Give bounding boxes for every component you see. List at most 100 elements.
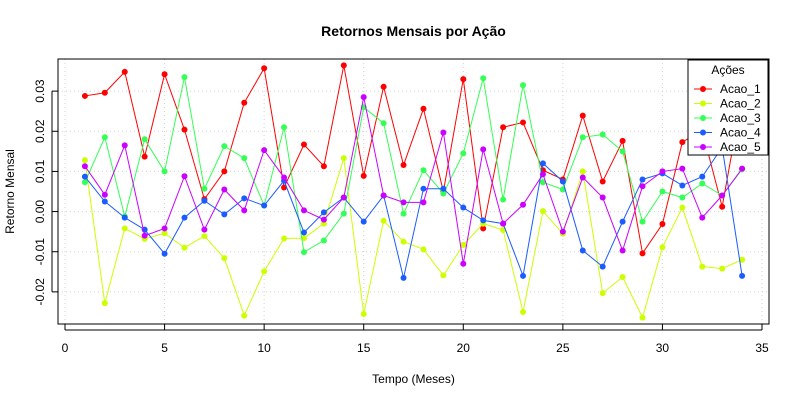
data-point (619, 218, 626, 225)
data-point (659, 188, 666, 195)
data-point (340, 62, 347, 69)
data-point (241, 207, 248, 214)
data-point (659, 244, 666, 251)
legend-marker (700, 100, 706, 107)
data-point (559, 228, 566, 235)
data-point (380, 217, 387, 224)
data-point (579, 247, 586, 254)
data-point (420, 105, 427, 112)
data-point (181, 244, 188, 251)
series-layer (81, 62, 746, 321)
data-point (161, 230, 168, 237)
legend-label: Acao_3 (720, 111, 761, 125)
data-point (221, 211, 228, 218)
data-point (340, 194, 347, 201)
x-tick-label: 10 (257, 341, 271, 355)
data-point (141, 153, 148, 160)
x-tick-label: 35 (755, 341, 769, 355)
data-point (201, 233, 208, 240)
data-point (619, 137, 626, 144)
data-point (599, 194, 606, 201)
data-point (440, 129, 447, 136)
legend-label: Acao_5 (720, 140, 761, 154)
data-point (520, 272, 527, 279)
data-point (520, 82, 527, 89)
data-point (480, 146, 487, 153)
data-point (719, 192, 726, 199)
axes-layer: 0 5 10 15 20 25 30 35 -0.02 -0.01 0.00 0.01 0.02 0.03 (33, 79, 769, 355)
data-point (400, 199, 407, 206)
data-point (420, 185, 427, 192)
data-point (539, 160, 546, 167)
data-point (101, 198, 108, 205)
data-point (679, 194, 686, 201)
legend-entry: Acao_5 (694, 140, 761, 154)
data-point (639, 218, 646, 225)
data-point (460, 204, 467, 211)
data-point (261, 268, 268, 275)
series-acao-1 (81, 62, 746, 257)
series-line (84, 97, 743, 264)
y-tick-label: 0.01 (33, 159, 47, 183)
data-point (480, 75, 487, 82)
data-point (360, 218, 367, 225)
data-point (320, 237, 327, 244)
data-point (659, 221, 666, 228)
data-point (161, 250, 168, 257)
data-point (400, 274, 407, 281)
data-point (400, 162, 407, 168)
data-point (420, 246, 427, 253)
data-point (579, 168, 586, 175)
data-point (161, 71, 168, 78)
data-point (440, 190, 447, 197)
y-axis-title: Retorno Mensal (3, 149, 17, 234)
data-point (440, 272, 447, 279)
data-point (380, 83, 387, 90)
data-point (281, 184, 288, 191)
legend-box (687, 59, 769, 156)
data-point (81, 157, 88, 164)
data-point (520, 119, 527, 126)
data-point (460, 241, 467, 248)
data-point (81, 92, 88, 99)
y-tick-label: -0.02 (33, 278, 47, 306)
data-point (619, 274, 626, 281)
data-point (360, 94, 367, 101)
data-point (719, 203, 726, 210)
data-point (101, 89, 108, 96)
data-point (739, 256, 746, 263)
data-point (101, 191, 108, 198)
data-point (121, 214, 128, 221)
legend-label: Acao_4 (720, 126, 761, 140)
data-point (320, 209, 327, 216)
data-point (101, 300, 108, 307)
data-point (539, 171, 546, 178)
data-point (141, 136, 148, 143)
data-point (739, 165, 746, 172)
data-point (221, 168, 228, 175)
data-point (500, 196, 507, 203)
data-point (420, 199, 427, 206)
legend-marker (700, 86, 706, 92)
legend-marker (700, 144, 706, 150)
data-point (261, 65, 268, 72)
data-point (360, 310, 367, 317)
series-acao-5 (81, 94, 746, 267)
data-point (539, 179, 546, 186)
data-point (460, 260, 467, 267)
data-point (241, 155, 248, 162)
data-point (101, 134, 108, 141)
data-point (599, 131, 606, 138)
y-tick-label: 0.00 (33, 200, 47, 224)
data-point (599, 178, 606, 185)
legend-entry: Acao_3 (694, 111, 761, 125)
data-point (181, 173, 188, 180)
data-point (719, 265, 726, 272)
data-point (639, 314, 646, 321)
data-point (619, 247, 626, 254)
data-point (181, 74, 188, 81)
data-point (300, 207, 307, 214)
legend-marker (700, 129, 706, 136)
